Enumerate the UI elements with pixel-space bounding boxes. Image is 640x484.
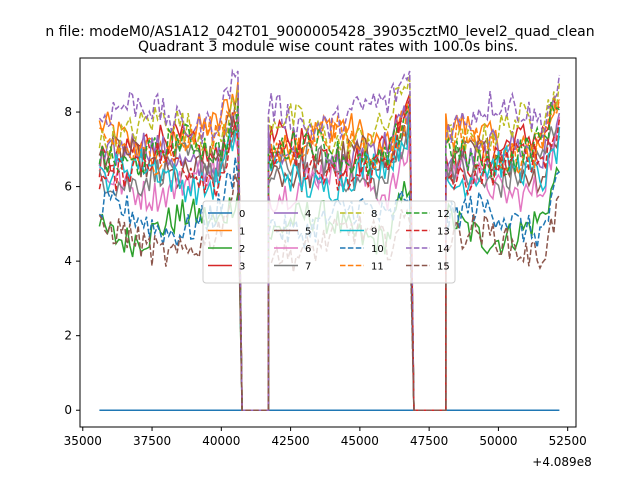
x-tick-label: 37500 [133,434,171,448]
legend-label-8: 8 [371,209,377,220]
y-tick-label: 8 [64,105,72,119]
legend-label-12: 12 [437,209,450,220]
legend-label-9: 9 [371,227,377,238]
legend-label-3: 3 [239,262,245,273]
legend-label-15: 15 [437,262,450,273]
figure-suptitle: n file: modeM0/AS1A12_042T01_9000005428_… [45,24,594,40]
chart-title: Quadrant 3 module wise count rates with … [138,39,518,55]
plot-frame [79,57,577,428]
legend-label-10: 10 [371,244,384,255]
legend-label-11: 11 [371,262,384,273]
x-tick-label: 50000 [479,434,517,448]
legend-label-0: 0 [239,209,245,220]
y-tick-label: 2 [64,329,72,343]
legend-label-2: 2 [239,244,245,255]
legend-label-5: 5 [305,227,311,238]
y-tick-label: 4 [64,254,72,268]
x-offset-label: +4.089e8 [532,455,591,469]
series-line-8 [98,74,561,411]
legend-label-1: 1 [239,227,245,238]
y-tick-label: 6 [64,180,72,194]
legend-label-13: 13 [437,227,450,238]
legend-label-6: 6 [305,244,311,255]
x-tick-label: 42500 [271,434,309,448]
x-tick-label: 35000 [64,434,102,448]
series-line-13 [98,99,561,411]
x-tick-label: 52500 [549,434,587,448]
x-tick-label: 45000 [341,434,379,448]
series-line-5 [98,95,561,411]
legend-label-4: 4 [305,209,311,220]
legend-label-7: 7 [305,262,311,273]
y-tick-label: 0 [64,403,72,417]
legend-box [202,200,456,284]
axis-ticks: 35000 37500 40000 42500 45000 47500 50000 52500… [64,105,587,448]
x-tick-label: 47500 [410,434,448,448]
series-line-4 [98,98,561,411]
legend-label-14: 14 [437,244,450,255]
series-line-6 [99,116,561,411]
series-line-11 [99,98,561,411]
series-line-14 [98,68,561,411]
x-tick-label: 40000 [202,434,240,448]
